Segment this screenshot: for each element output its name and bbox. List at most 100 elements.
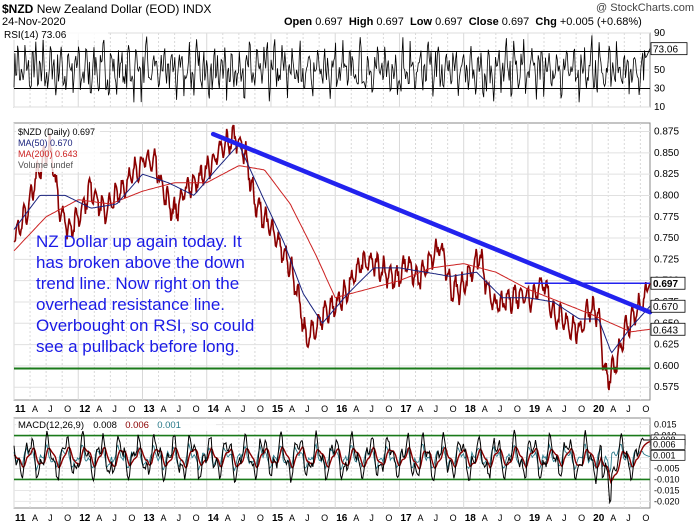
x-month-label: O: [128, 404, 135, 414]
rsi-line: [13, 35, 651, 103]
x-year-label: 16: [336, 404, 348, 415]
x-month-label: A: [546, 404, 552, 414]
x-month-label: O: [64, 513, 71, 523]
macd-legend-item: MACD(12,26,9): [18, 420, 84, 431]
low-label: Low: [410, 16, 433, 28]
x-month-label: J: [177, 513, 182, 523]
price-tick-label: 0.875: [654, 127, 679, 138]
x-month-label: J: [626, 513, 631, 523]
x-month-label: J: [48, 404, 53, 414]
x-month-label: A: [161, 513, 167, 523]
x-year-label: 15: [272, 404, 284, 415]
x-month-label: O: [450, 404, 457, 414]
x-month-label: J: [241, 404, 246, 414]
close-value: 0.697: [501, 16, 530, 28]
price-panel-frame: [13, 122, 651, 401]
annotation-line: overhead resistance line.: [36, 295, 226, 314]
x-month-label: A: [482, 513, 488, 523]
x-month-label: A: [225, 404, 231, 414]
x-month-label: O: [321, 404, 328, 414]
x-month-label: A: [482, 404, 488, 414]
x-year-label: 14: [208, 404, 220, 415]
macd-badge: [650, 449, 686, 461]
x-month-label: J: [241, 513, 246, 523]
x-month-label: O: [514, 513, 521, 523]
chart-title: $NZD New Zealand Dollar (EOD) INDX: [2, 2, 211, 16]
exchange: INDX: [182, 2, 212, 16]
x-month-label: O: [193, 404, 200, 414]
rsi-legend-bg: [1, 29, 108, 40]
macd-line: [13, 429, 650, 505]
x-year-label: 18: [465, 513, 477, 524]
x-year-label: 20: [593, 404, 605, 415]
x-month-label: J: [498, 513, 503, 523]
x-year-label: 19: [529, 404, 541, 415]
ma50-line: [13, 144, 651, 354]
close-label: Close: [468, 16, 499, 28]
x-year-label: 12: [79, 513, 91, 524]
rsi-tick-label: 50: [654, 65, 666, 76]
price-legend-bg: [16, 126, 100, 172]
x-month-label: A: [418, 404, 424, 414]
annotation-line: trend line. Now right on the: [36, 274, 240, 293]
price-tick-label: 0.625: [654, 340, 679, 351]
symbol: $NZD: [2, 2, 34, 16]
x-month-label: A: [353, 513, 359, 523]
macd-legend-bg: [16, 419, 216, 431]
x-month-label: A: [225, 513, 231, 523]
rsi-last-badge: [650, 42, 688, 56]
x-month-label: O: [578, 404, 585, 414]
macd-legend-item: 0.008: [93, 420, 117, 431]
price-legend-item: $NZD (Daily) 0.697: [18, 127, 95, 137]
macd-tick-label: -0.010: [654, 474, 680, 484]
x-year-label: 17: [400, 404, 412, 415]
annotation-line: has broken above the down: [36, 253, 245, 272]
rsi-tick-label: 90: [654, 28, 666, 39]
price-legend-item: MA(200) 0.643: [18, 149, 78, 159]
macd-tick-label: -0.020: [654, 496, 680, 506]
price-badge: [650, 322, 686, 336]
x-month-label: O: [257, 404, 264, 414]
price-tick-label: 0.825: [654, 169, 679, 180]
x-month-label: O: [514, 404, 521, 414]
macd-badge-value: 0.001: [653, 450, 676, 460]
price-legend-item: Volume undef: [18, 160, 74, 170]
price-badge: [650, 276, 686, 290]
chg-value: +0.005 (+0.68%): [559, 16, 642, 28]
x-month-label: O: [321, 513, 328, 523]
high-label: High: [348, 16, 374, 28]
ohlc-readout: Open 0.697 High 0.697 Low 0.697 Close 0.…: [284, 16, 642, 28]
x-year-label: 15: [272, 513, 284, 524]
x-year-label: 19: [529, 513, 541, 524]
x-year-label: 11: [15, 513, 26, 524]
x-month-label: J: [112, 404, 117, 414]
x-month-label: A: [32, 513, 38, 523]
x-year-label: 20: [593, 513, 605, 524]
macd-legend-item: 0.001: [157, 420, 181, 431]
price-line: [13, 124, 651, 391]
chg-label: Chg: [535, 16, 557, 28]
x-month-label: A: [96, 404, 102, 414]
price-tick-label: 0.575: [654, 382, 679, 393]
x-month-label: O: [450, 513, 457, 523]
macd-tick-label: 0.015: [654, 420, 677, 430]
x-month-label: J: [434, 404, 439, 414]
x-year-label: 16: [336, 513, 348, 524]
x-month-label: J: [48, 513, 53, 523]
rsi-last-value: 73.06: [653, 45, 678, 56]
x-year-label: 12: [79, 404, 91, 415]
x-month-label: A: [353, 404, 359, 414]
price-tick-label: 0.725: [654, 254, 679, 265]
x-month-label: J: [434, 513, 439, 523]
x-month-label: O: [193, 513, 200, 523]
x-month-label: O: [642, 404, 649, 414]
x-month-label: O: [257, 513, 264, 523]
annotation-text: NZ Dollar up again today. It has broken …: [36, 231, 326, 357]
x-year-label: 11: [15, 404, 26, 415]
x-month-label: O: [385, 404, 392, 414]
x-month-label: J: [369, 513, 374, 523]
x-month-label: O: [128, 513, 135, 523]
price-badge-value: 0.697: [653, 279, 678, 290]
x-month-label: J: [112, 513, 117, 523]
x-month-label: O: [385, 513, 392, 523]
